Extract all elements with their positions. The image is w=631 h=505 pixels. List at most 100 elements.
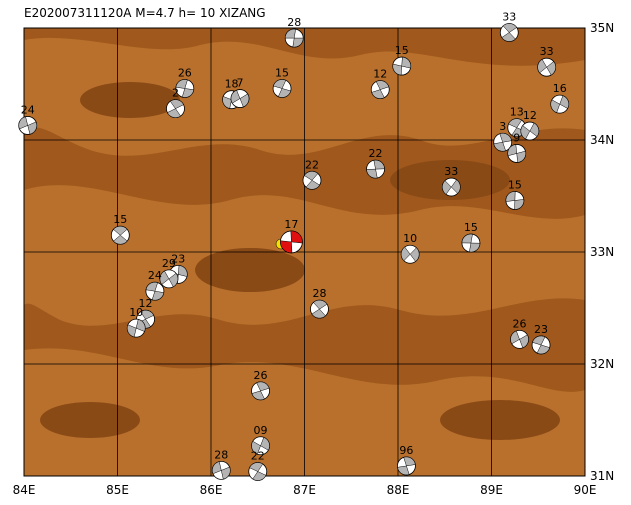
compression-quadrant — [371, 80, 390, 99]
compression-quadrant — [507, 144, 526, 163]
beachball: 22 — [366, 147, 385, 179]
compression-quadrant — [175, 79, 195, 98]
y-tick-label: 31N — [590, 469, 614, 483]
compression-quadrant — [537, 59, 556, 76]
depth-label: 26 — [513, 317, 527, 330]
beachball: 33 — [537, 45, 557, 77]
depth-label: 18 — [225, 78, 239, 91]
depth-label: 96 — [399, 444, 413, 457]
beachball: 33 — [499, 10, 519, 42]
beachball: 16 — [550, 82, 570, 114]
x-tick-label: 87E — [293, 483, 316, 497]
beachball: 26 — [510, 317, 529, 349]
beachball: 7 — [230, 77, 250, 108]
depth-label: 24 — [148, 269, 162, 282]
compression-quadrant — [251, 381, 270, 401]
depth-label: 15 — [275, 66, 289, 79]
x-tick-label: 86E — [200, 483, 223, 497]
compression-quadrant — [493, 133, 512, 152]
beachball: 12 — [520, 109, 540, 141]
compression-quadrant — [284, 28, 304, 48]
depth-label: 12 — [139, 297, 153, 310]
beachball: 26 — [175, 66, 195, 98]
depth-label: 3 — [499, 120, 506, 133]
y-tick-label: 34N — [590, 133, 614, 147]
depth-label: 29 — [162, 257, 176, 270]
compression-quadrant — [159, 270, 179, 288]
beachball: 15 — [272, 66, 292, 98]
beachball: 09 — [251, 424, 270, 456]
x-tick-label: 88E — [387, 483, 410, 497]
compression-quadrant — [392, 56, 411, 76]
x-tick-label: 89E — [480, 483, 503, 497]
compression-quadrant — [273, 79, 292, 98]
beachball: 24 — [145, 269, 165, 301]
depth-label: 15 — [395, 44, 409, 57]
depth-label: 22 — [251, 450, 265, 463]
beachball: 96 — [397, 444, 416, 476]
compression-quadrant — [550, 95, 570, 113]
compression-quadrant — [442, 179, 461, 195]
y-tick-label: 33N — [590, 245, 614, 259]
beachball: 23 — [531, 323, 551, 355]
beachball: 26 — [251, 369, 270, 401]
beachball: 22 — [248, 450, 268, 481]
compression-quadrant — [532, 335, 550, 355]
depth-label: 09 — [254, 424, 268, 437]
depth-label: 12 — [373, 68, 387, 81]
beachball: 3 — [493, 120, 513, 152]
depth-label: 28 — [214, 448, 228, 461]
compression-quadrant — [145, 281, 165, 301]
beachball: 12 — [370, 68, 390, 99]
depth-label: 17 — [284, 218, 298, 231]
depth-label: 24 — [21, 103, 35, 116]
beachball: 15 — [110, 213, 130, 245]
depth-label: 7 — [236, 77, 243, 90]
depth-label: 10 — [403, 232, 417, 245]
compression-quadrant — [249, 462, 267, 481]
frame — [23, 27, 586, 477]
beachball: 9 — [507, 131, 527, 163]
compression-quadrant — [212, 461, 231, 480]
beachball: 28 — [211, 448, 231, 480]
depth-label: 10 — [129, 306, 143, 319]
depth-label: 16 — [553, 82, 567, 95]
depth-label: 15 — [113, 213, 127, 226]
beachball: 24 — [18, 103, 38, 135]
beachball: 22 — [302, 158, 322, 190]
compression-quadrant — [18, 116, 37, 135]
compression-quadrant — [501, 23, 518, 42]
compression-quadrant — [461, 233, 481, 253]
compression-quadrant — [127, 319, 146, 338]
beachball: 28 — [284, 16, 304, 48]
depth-label: 9 — [513, 131, 520, 144]
y-tick-label: 35N — [590, 21, 614, 35]
depth-label: 33 — [540, 45, 554, 58]
compression-quadrant — [505, 191, 525, 210]
x-tick-label: 84E — [13, 483, 36, 497]
depth-label: 33 — [444, 165, 458, 178]
beachball: 28 — [310, 287, 329, 319]
beachball: 33 — [441, 165, 461, 197]
depth-label: 2 — [172, 87, 179, 100]
y-tick-label: 32N — [590, 357, 614, 371]
compression-quadrant — [280, 230, 303, 254]
depth-label: 26 — [254, 369, 268, 382]
depth-label: 23 — [171, 252, 185, 265]
depth-label: 15 — [508, 178, 522, 191]
depth-label: 26 — [178, 66, 192, 79]
title: E202007311120A M=4.7 h= 10 XIZANG — [24, 6, 266, 20]
compression-quadrant — [366, 159, 385, 179]
compression-quadrant — [510, 330, 529, 349]
compression-quadrant — [251, 437, 270, 455]
beachball: 15 — [505, 178, 525, 210]
beachball: 29 — [159, 257, 179, 289]
compression-quadrant — [167, 99, 184, 118]
beachball: 17 — [280, 218, 303, 254]
compression-quadrant — [230, 89, 250, 108]
depth-label: 22 — [305, 158, 319, 171]
beachball: 10 — [400, 232, 420, 264]
depth-label: 13 — [510, 106, 524, 119]
